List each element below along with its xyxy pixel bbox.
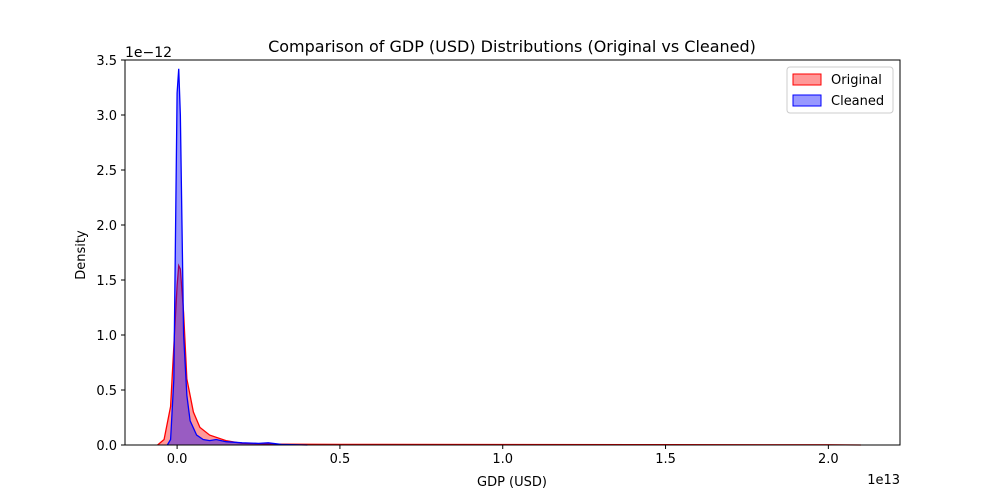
y-tick-label: 0.0 [96, 439, 117, 454]
series-area-original [157, 265, 861, 445]
axes-frame [124, 59, 901, 446]
series-line-original [157, 263, 861, 446]
x-axis-label: GDP (USD) [477, 475, 547, 490]
y-tick-label: 0.5 [96, 384, 117, 399]
legend: Original Cleaned [786, 66, 894, 114]
x-tick-label: 1.0 [492, 452, 513, 467]
series-area-cleaned [167, 68, 308, 446]
y-axis-offset-label: 1e−12 [125, 45, 172, 61]
legend-swatch-cleaned [792, 94, 822, 107]
y-tick-label: 1.0 [96, 329, 117, 344]
x-axis-offset-label: 1e13 [867, 473, 900, 488]
x-tick-label: 0.5 [330, 452, 351, 467]
series-line-cleaned [166, 68, 308, 446]
y-tick-label: 1.5 [96, 274, 117, 289]
y-axis-label: Density [74, 230, 89, 280]
chart-title: Comparison of GDP (USD) Distributions (O… [268, 37, 756, 56]
x-tick-label: 2.0 [818, 452, 839, 467]
legend-swatch-original [792, 73, 822, 86]
x-tick-label: 0.0 [167, 452, 188, 467]
axes: 0.0 0.5 1.0 1.5 2.0 0.0 0.5 1.0 1.5 2.0 2.5 3.0 3.5 [96, 54, 901, 467]
y-tick-label: 3.0 [96, 109, 117, 124]
y-tick-label: 2.5 [96, 164, 117, 179]
legend-box [786, 66, 894, 114]
x-tick-label: 1.5 [655, 452, 676, 467]
legend-label-cleaned: Cleaned [831, 94, 884, 109]
plot-area [157, 68, 861, 446]
legend-label-original: Original [831, 73, 882, 88]
y-tick-label: 3.5 [96, 54, 117, 69]
y-tick-label: 2.0 [96, 219, 117, 234]
